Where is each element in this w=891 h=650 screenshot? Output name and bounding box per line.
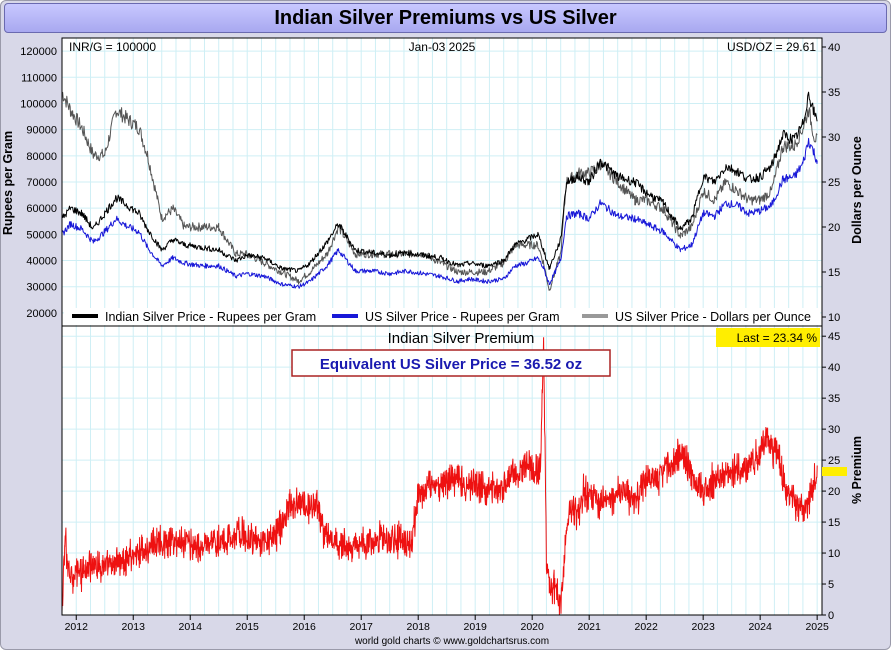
x-tick-label: 2016 <box>293 621 317 633</box>
right-tick-label: 10 <box>828 312 840 324</box>
legend-background <box>64 308 820 325</box>
left-tick-label: 60000 <box>26 203 57 215</box>
legend-label-us-dollars: US Silver Price - Dollars per Ounce <box>615 310 811 324</box>
callout-box <box>291 349 611 377</box>
upper-series-layer <box>61 91 818 291</box>
x-tick-label: 2015 <box>236 621 260 633</box>
lower-series-layer <box>61 337 818 616</box>
right-axis-title: Dollars per Ounce <box>850 136 864 244</box>
right-tick-label: 40 <box>828 42 840 54</box>
right-tick-label: 25 <box>828 177 840 189</box>
x-tick-label: 2019 <box>464 621 488 633</box>
series-us-rupees <box>61 137 818 289</box>
premium-tick-label: 10 <box>828 548 840 560</box>
lower-panel-title: Indian Silver Premium <box>388 330 535 347</box>
premium-tick-label: 40 <box>828 362 840 374</box>
premium-tick-label: 15 <box>828 517 840 529</box>
legend-label-indian: Indian Silver Price - Rupees per Gram <box>105 310 316 324</box>
last-value-label: Last = 23.34 % <box>737 331 818 345</box>
right-tick-label: 15 <box>828 267 840 279</box>
left-tick-label: 80000 <box>26 151 57 163</box>
left-tick-label: 90000 <box>26 125 57 137</box>
left-tick-label: 50000 <box>26 229 57 241</box>
left-tick-label: 70000 <box>26 177 57 189</box>
left-tick-label: 120000 <box>20 46 57 58</box>
series-premium <box>61 337 818 616</box>
left-tick-label: 100000 <box>20 98 57 110</box>
x-tick-label: 2024 <box>748 621 772 633</box>
series-us-dollars <box>61 91 818 291</box>
left-tick-label: 30000 <box>26 282 57 294</box>
premium-axis-title: % Premium <box>850 436 864 504</box>
upper-left-label: INR/G = 100000 <box>69 40 156 54</box>
left-tick-label: 40000 <box>26 256 57 268</box>
upper-right-label: USD/OZ = 29.61 <box>727 40 816 54</box>
premium-tick-label: 35 <box>828 393 840 405</box>
x-tick-label: 2021 <box>578 621 602 633</box>
premium-tick-label: 25 <box>828 455 840 467</box>
premium-tick-label: 45 <box>828 331 840 343</box>
left-tick-label: 110000 <box>21 72 57 84</box>
callout-text: Equivalent US Silver Price = 36.52 oz <box>320 356 582 373</box>
last-value-marker <box>822 467 847 476</box>
footer-credit: world gold charts © www.goldchartsrus.co… <box>354 636 549 647</box>
plot-border <box>61 37 823 616</box>
right-tick-label: 30 <box>828 132 840 144</box>
x-tick-label: 2018 <box>407 621 431 633</box>
x-tick-label: 2020 <box>521 621 545 633</box>
x-tick-label: 2017 <box>350 621 374 633</box>
axis-layer: 2012 2013 2014 2015 2016 2017 2018 2019 2020 2021… <box>20 42 840 633</box>
x-tick-label: 2014 <box>179 621 203 633</box>
premium-tick-label: 20 <box>828 486 840 498</box>
title-bar: Indian Silver Premiums vs US Silver <box>4 3 887 33</box>
x-tick-label: 2022 <box>634 621 658 633</box>
chart-title: Indian Silver Premiums vs US Silver <box>274 7 617 29</box>
premium-tick-label: 30 <box>828 424 840 436</box>
left-axis-title: Rupees per Gram <box>1 131 15 235</box>
x-tick-label: 2012 <box>65 621 89 633</box>
last-value-highlight <box>716 328 820 347</box>
x-tick-label: 2013 <box>122 621 146 633</box>
right-tick-label: 35 <box>828 87 840 99</box>
x-tick-label: 2025 <box>805 621 829 633</box>
upper-center-label: Jan-03 2025 <box>409 40 476 54</box>
premium-tick-label: 0 <box>828 610 834 622</box>
x-tick-label: 2023 <box>691 621 715 633</box>
right-tick-label: 20 <box>828 222 840 234</box>
left-tick-label: 20000 <box>26 308 57 320</box>
series-indian-rupees <box>61 91 818 273</box>
legend-label-us-rupees: US Silver Price - Rupees per Gram <box>365 310 560 324</box>
premium-tick-label: 5 <box>828 579 834 591</box>
legend: Indian Silver Price - Rupees per Gram US… <box>64 308 820 325</box>
